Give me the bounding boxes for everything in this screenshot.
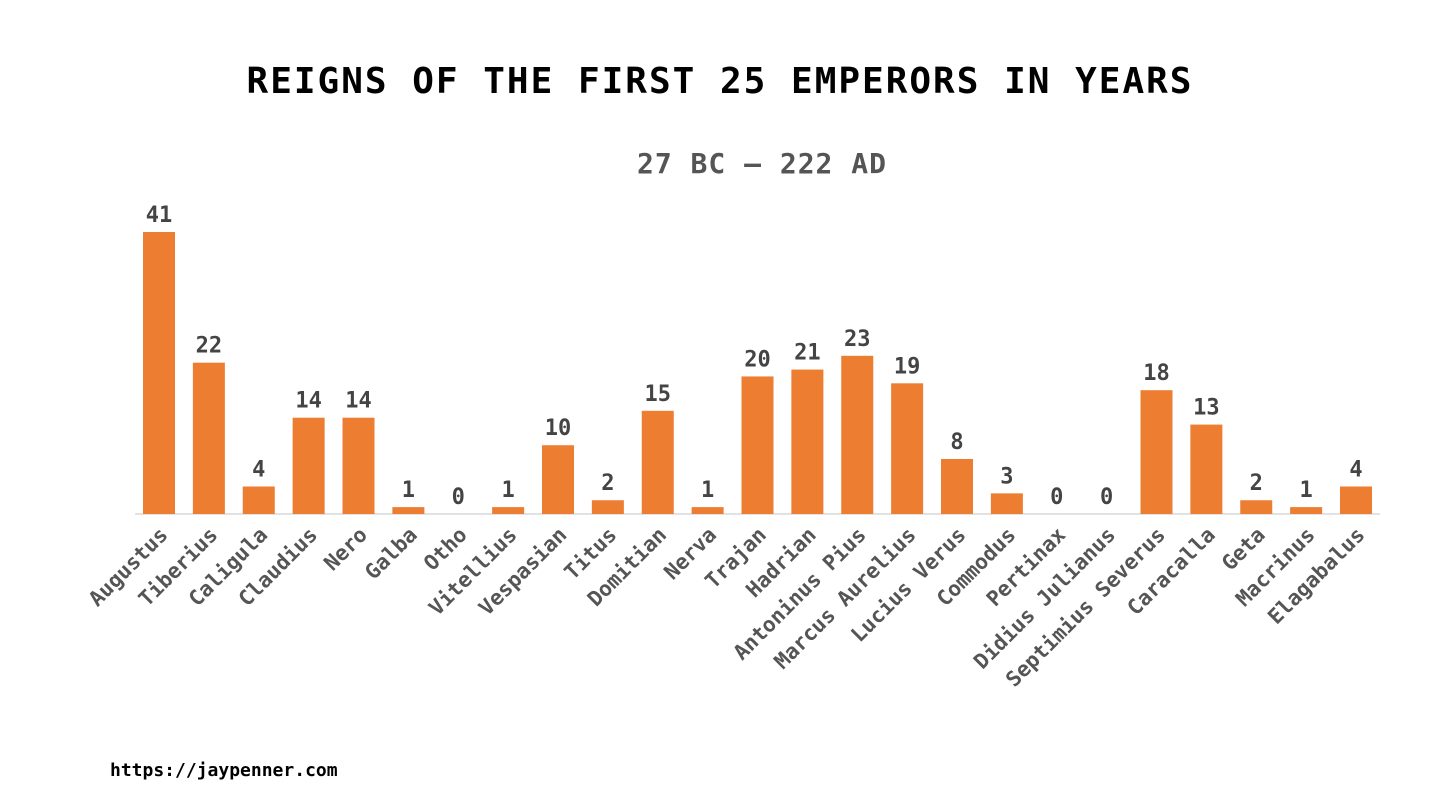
bar (641, 410, 674, 514)
bar (342, 417, 375, 514)
data-label: 0 (452, 485, 465, 510)
data-label: 2 (601, 471, 614, 496)
data-label: 1 (1300, 478, 1313, 503)
bar (192, 362, 225, 514)
bar (1290, 507, 1323, 514)
data-label: 0 (1050, 485, 1063, 510)
bar (242, 486, 275, 514)
bar (143, 232, 175, 514)
data-label: 21 (794, 341, 821, 366)
data-label: 14 (345, 389, 372, 414)
data-label: 4 (252, 457, 265, 482)
data-label: 18 (1143, 361, 1170, 386)
bar (841, 355, 874, 514)
footer: https://jaypenner.com (110, 760, 338, 781)
data-label: 8 (950, 430, 963, 455)
data-label: 2 (1250, 471, 1263, 496)
bar (1340, 486, 1372, 514)
data-label: 41 (146, 203, 173, 228)
data-label: 22 (196, 334, 223, 359)
data-label: 1 (402, 478, 415, 503)
chart-title: REIGNS OF THE FIRST 25 EMPERORS IN YEARS (247, 61, 1194, 102)
data-label: 1 (701, 478, 714, 503)
bar (1140, 390, 1173, 514)
bar (492, 507, 525, 514)
data-label: 1 (502, 478, 515, 503)
bar (542, 445, 574, 514)
bar (691, 507, 724, 514)
bar (791, 369, 824, 514)
bar (292, 417, 325, 514)
bar (591, 500, 624, 514)
bar (741, 376, 774, 514)
data-label: 4 (1349, 457, 1362, 482)
bar (1240, 500, 1273, 514)
bar (891, 383, 924, 514)
data-label: 0 (1100, 485, 1113, 510)
data-label: 23 (844, 327, 871, 352)
bar (1190, 424, 1223, 514)
data-label: 10 (545, 416, 572, 441)
bar (990, 493, 1023, 514)
data-label: 19 (894, 354, 921, 379)
data-label: 15 (645, 382, 672, 407)
data-label: 13 (1193, 396, 1220, 421)
data-label: 14 (295, 389, 322, 414)
data-label: 20 (744, 347, 771, 372)
bar (392, 507, 425, 514)
x-tick-label: Galba (360, 523, 422, 585)
data-label: 3 (1000, 464, 1013, 489)
chart-subtitle: 27 BC – 222 AD (637, 147, 887, 180)
bar (941, 458, 973, 514)
